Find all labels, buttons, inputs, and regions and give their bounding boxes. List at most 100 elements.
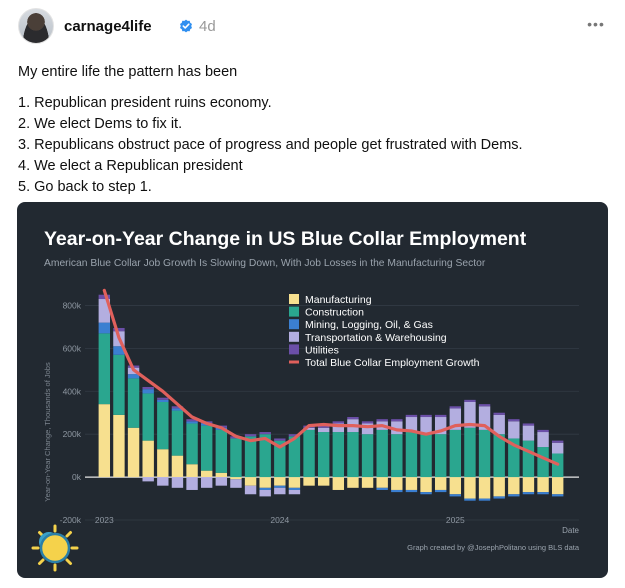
- bar-segment: [157, 402, 169, 450]
- bar-segment: [434, 477, 447, 490]
- bar-segment: [391, 419, 403, 422]
- bar-segment: [215, 472, 228, 478]
- bar-segment: [274, 487, 286, 495]
- bar-segment: [376, 429, 388, 478]
- bar-segment: [478, 429, 491, 478]
- bar-segment: [317, 477, 330, 486]
- bar-segment: [347, 432, 359, 478]
- legend-label: Utilities: [305, 344, 339, 356]
- bar-segment: [171, 408, 184, 411]
- bar-segment: [200, 470, 213, 478]
- bar-segment: [449, 408, 462, 430]
- bar-segment: [288, 477, 301, 488]
- chart-credit: Graph created by @JosephPolitano using B…: [407, 543, 580, 552]
- bar-segment: [551, 494, 564, 497]
- bar-segment: [537, 447, 549, 478]
- bar-segment: [98, 404, 111, 478]
- bar-segment: [522, 477, 535, 493]
- bar-segment: [317, 432, 330, 478]
- bar-segment: [464, 402, 476, 428]
- bar-segment: [303, 429, 315, 478]
- post-step: 5. Go back to step 1.: [18, 179, 152, 195]
- chart-subtitle: American Blue Collar Job Growth Is Slowi…: [44, 258, 486, 269]
- post-step: 4. We elect a Republican president: [18, 158, 243, 174]
- username[interactable]: carnage4life: [64, 18, 152, 35]
- avatar[interactable]: [18, 8, 54, 44]
- bar-segment: [186, 464, 198, 478]
- bar-segment: [244, 434, 257, 437]
- bar-segment: [259, 434, 271, 478]
- legend-label: Manufacturing: [305, 294, 372, 306]
- bar-segment: [391, 421, 403, 435]
- bar-segment: [259, 487, 271, 490]
- bar-segment: [361, 477, 374, 488]
- bar-segment: [113, 354, 125, 415]
- bar-segment: [508, 421, 520, 439]
- post-step: 1. Republican president ruins economy.: [18, 95, 272, 111]
- bar-segment: [274, 438, 286, 441]
- bar-segment: [113, 327, 125, 332]
- bar-segment: [405, 414, 418, 418]
- bar-segment: [449, 406, 462, 409]
- bar-segment: [493, 412, 505, 415]
- bar-segment: [332, 477, 345, 490]
- bar-segment: [493, 414, 505, 435]
- bar-segment: [508, 419, 520, 422]
- bar-segment: [420, 434, 432, 478]
- timestamp: 4d: [199, 18, 216, 35]
- bar-segment: [332, 421, 345, 424]
- bar-segment: [171, 455, 184, 478]
- post-step: 3. Republicans obstruct pace of progress…: [18, 137, 523, 153]
- bar-segment: [171, 477, 184, 488]
- bar-segment: [464, 399, 476, 402]
- bar-segment: [288, 489, 301, 495]
- bar-segment: [508, 494, 520, 497]
- bar-segment: [449, 429, 462, 478]
- legend-swatch: [289, 344, 299, 355]
- bar-segment: [434, 489, 447, 493]
- employment-chart: Year-on-Year Change in US Blue Collar Em…: [31, 228, 580, 572]
- bar-segment: [274, 440, 286, 478]
- post-step: 2. We elect Dems to fix it.: [18, 116, 183, 132]
- chart-title: Year-on-Year Change in US Blue Collar Em…: [44, 228, 527, 250]
- bar-segment: [127, 427, 140, 478]
- bar-segment: [420, 492, 432, 495]
- x-tick-label: 2025: [446, 515, 465, 525]
- bar-segment: [420, 417, 432, 435]
- bar-segment: [157, 449, 169, 478]
- bar-segment: [537, 477, 549, 493]
- post-header: carnage4life 4d •••: [18, 8, 608, 48]
- y-tick-label: 400k: [63, 386, 82, 396]
- bar-segment: [288, 487, 301, 490]
- bar-segment: [347, 477, 359, 488]
- bar-segment: [361, 434, 374, 478]
- bar-segment: [186, 421, 198, 424]
- legend-label: Total Blue Collar Employment Growth: [305, 357, 480, 369]
- bar-segment: [113, 414, 125, 478]
- bar-segment: [186, 477, 198, 490]
- bar-segment: [522, 440, 535, 478]
- bar-segment: [98, 322, 111, 334]
- bar-segment: [142, 386, 154, 390]
- bar-segment: [508, 477, 520, 495]
- y-tick-label: 200k: [63, 429, 82, 439]
- bar-segment: [142, 389, 154, 394]
- bar-segment: [127, 378, 140, 428]
- bar-segment: [405, 432, 418, 478]
- bar-segment: [332, 432, 345, 478]
- x-tick-label: 2024: [270, 515, 289, 525]
- bar-segment: [186, 419, 198, 422]
- bar-segment: [405, 477, 418, 490]
- bar-segment: [376, 477, 388, 488]
- chart-image[interactable]: Year-on-Year Change in US Blue Collar Em…: [17, 202, 608, 578]
- bar-segment: [376, 487, 388, 490]
- bar-segment: [493, 477, 505, 497]
- bar-segment: [259, 432, 271, 435]
- bar-segment: [508, 438, 520, 478]
- bar-segment: [464, 498, 476, 501]
- bar-segment: [478, 406, 491, 430]
- legend-swatch: [289, 331, 299, 342]
- bar-segment: [127, 374, 140, 379]
- more-options-icon[interactable]: •••: [587, 16, 605, 32]
- bar-segment: [230, 479, 242, 488]
